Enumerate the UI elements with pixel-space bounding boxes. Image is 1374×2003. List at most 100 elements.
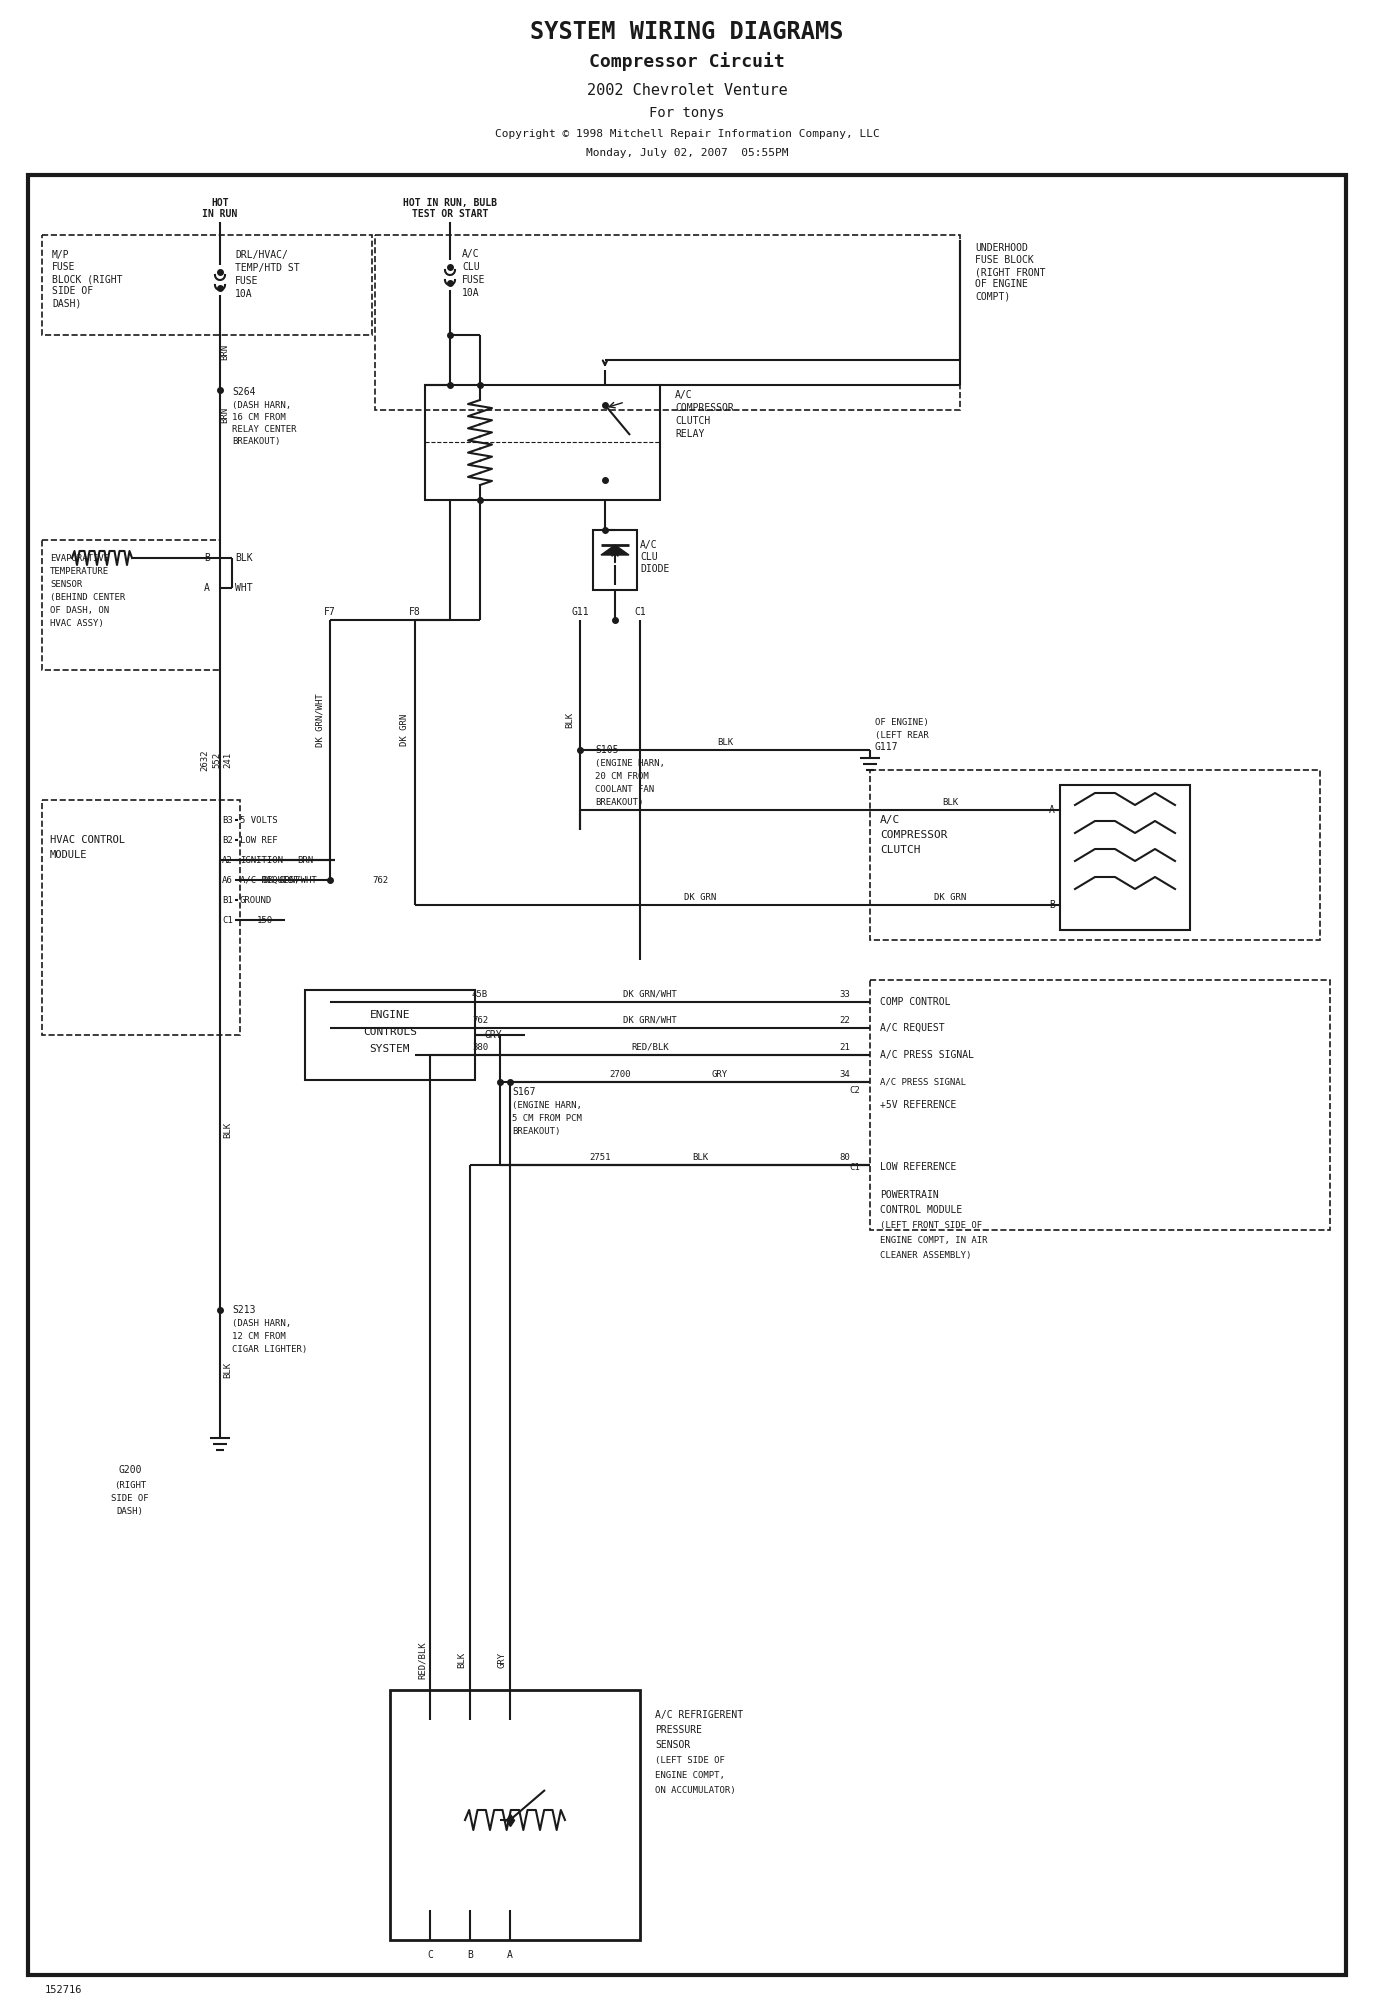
Text: OF DASH, ON: OF DASH, ON bbox=[49, 605, 109, 615]
Text: BREAKOUT): BREAKOUT) bbox=[232, 437, 280, 445]
Text: COMPRESSOR: COMPRESSOR bbox=[879, 829, 948, 839]
Text: DK GRN: DK GRN bbox=[684, 893, 716, 901]
Text: HOT IN RUN, BULB: HOT IN RUN, BULB bbox=[403, 198, 497, 208]
Text: C1: C1 bbox=[223, 915, 234, 925]
Text: (DASH HARN,: (DASH HARN, bbox=[232, 1318, 291, 1328]
Text: IGNITION: IGNITION bbox=[240, 855, 283, 865]
Text: FUSE: FUSE bbox=[235, 276, 258, 286]
Text: B: B bbox=[1050, 899, 1055, 909]
Text: TEST OR START: TEST OR START bbox=[412, 208, 488, 218]
Text: +5V REFERENCE: +5V REFERENCE bbox=[879, 1100, 956, 1110]
Text: (BEHIND CENTER: (BEHIND CENTER bbox=[49, 593, 125, 601]
Text: ENGINE: ENGINE bbox=[370, 1010, 411, 1020]
Text: FUSE: FUSE bbox=[462, 274, 485, 284]
Text: CLU: CLU bbox=[640, 553, 658, 563]
Text: BLK: BLK bbox=[717, 737, 734, 747]
Text: HVAC ASSY): HVAC ASSY) bbox=[49, 619, 104, 627]
Text: A/C PRESS SIGNAL: A/C PRESS SIGNAL bbox=[879, 1078, 966, 1086]
Text: For tonys: For tonys bbox=[650, 106, 724, 120]
Text: A6: A6 bbox=[223, 875, 234, 885]
Text: HOT: HOT bbox=[212, 198, 229, 208]
Text: Copyright © 1998 Mitchell Repair Information Company, LLC: Copyright © 1998 Mitchell Repair Informa… bbox=[495, 128, 879, 138]
Text: B: B bbox=[467, 1951, 473, 1961]
Text: A/C: A/C bbox=[675, 391, 692, 401]
Text: BLK: BLK bbox=[943, 797, 958, 807]
Text: IN RUN: IN RUN bbox=[202, 208, 238, 218]
Text: CIGAR LIGHTER): CIGAR LIGHTER) bbox=[232, 1344, 308, 1354]
Text: LOW REFERENCE: LOW REFERENCE bbox=[879, 1162, 956, 1172]
Text: DK GRN: DK GRN bbox=[934, 893, 966, 901]
Text: S213: S213 bbox=[232, 1306, 256, 1316]
Text: 22: 22 bbox=[840, 1016, 851, 1024]
Text: BREAKOUT): BREAKOUT) bbox=[595, 797, 643, 807]
Text: COMP CONTROL: COMP CONTROL bbox=[879, 997, 951, 1008]
Text: PRESSURE: PRESSURE bbox=[655, 1725, 702, 1735]
Bar bbox=[594, 531, 638, 591]
Text: G200: G200 bbox=[118, 1464, 142, 1474]
Text: A/C REQUEST: A/C REQUEST bbox=[879, 1024, 945, 1034]
Text: POWERTRAIN: POWERTRAIN bbox=[879, 1190, 938, 1200]
Text: SYSTEM WIRING DIAGRAMS: SYSTEM WIRING DIAGRAMS bbox=[530, 20, 844, 44]
Text: WHT: WHT bbox=[235, 583, 253, 593]
Text: B: B bbox=[205, 553, 210, 563]
Bar bbox=[870, 979, 1330, 1230]
Text: MODULE: MODULE bbox=[49, 849, 88, 859]
Text: 762: 762 bbox=[471, 1016, 488, 1024]
Text: DRL/HVAC/: DRL/HVAC/ bbox=[235, 250, 289, 260]
Text: B1: B1 bbox=[223, 895, 234, 905]
Text: FUSE: FUSE bbox=[52, 262, 76, 272]
Text: A/C: A/C bbox=[640, 541, 658, 551]
Text: FUSE BLOCK: FUSE BLOCK bbox=[976, 254, 1033, 264]
Text: RED/BLK: RED/BLK bbox=[631, 1042, 669, 1052]
Text: BRN: BRN bbox=[297, 855, 313, 865]
Text: A: A bbox=[205, 583, 210, 593]
Text: 34: 34 bbox=[840, 1070, 851, 1078]
Bar bbox=[390, 1691, 640, 1941]
Text: DK GRN/WHT: DK GRN/WHT bbox=[316, 693, 324, 747]
Text: 20 CM FROM: 20 CM FROM bbox=[595, 771, 649, 781]
Text: DK GRN: DK GRN bbox=[400, 713, 409, 747]
Text: DIODE: DIODE bbox=[640, 565, 669, 575]
Text: S167: S167 bbox=[513, 1088, 536, 1098]
Text: A/C REFRIGERENT: A/C REFRIGERENT bbox=[655, 1711, 743, 1721]
Text: TEMPERATURE: TEMPERATURE bbox=[49, 567, 109, 575]
Bar bbox=[305, 989, 475, 1080]
Bar bbox=[375, 234, 960, 411]
Text: CLUTCH: CLUTCH bbox=[879, 845, 921, 855]
Text: ENGINE COMPT, IN AIR: ENGINE COMPT, IN AIR bbox=[879, 1236, 988, 1244]
Text: RED/BLK: RED/BLK bbox=[418, 1640, 426, 1679]
Text: (RIGHT: (RIGHT bbox=[114, 1480, 146, 1490]
Text: A/C: A/C bbox=[879, 815, 900, 825]
Text: BRN: BRN bbox=[220, 345, 229, 361]
Text: SENSOR: SENSOR bbox=[49, 579, 82, 589]
Bar bbox=[1059, 785, 1190, 929]
Text: GRY: GRY bbox=[712, 1070, 728, 1078]
Text: S105: S105 bbox=[595, 745, 618, 755]
Text: A: A bbox=[507, 1951, 513, 1961]
Text: SYSTEM: SYSTEM bbox=[370, 1044, 411, 1054]
Text: A: A bbox=[1050, 805, 1055, 815]
Text: LOW REF: LOW REF bbox=[240, 835, 278, 845]
Bar bbox=[43, 541, 220, 669]
Text: DASH): DASH) bbox=[117, 1506, 143, 1516]
Text: 2751: 2751 bbox=[589, 1152, 611, 1162]
Text: 10A: 10A bbox=[235, 288, 253, 298]
Text: EVAPORATIVE: EVAPORATIVE bbox=[49, 553, 109, 563]
Text: BLK: BLK bbox=[692, 1152, 708, 1162]
Bar bbox=[43, 234, 372, 335]
Text: B2: B2 bbox=[223, 835, 234, 845]
Text: 12 CM FROM: 12 CM FROM bbox=[232, 1332, 286, 1340]
Text: BLK: BLK bbox=[224, 1122, 232, 1138]
Text: GRY: GRY bbox=[497, 1652, 507, 1668]
Text: GRY: GRY bbox=[485, 1030, 503, 1040]
Text: DK GRN/WHT: DK GRN/WHT bbox=[264, 875, 317, 885]
Text: BLK: BLK bbox=[235, 553, 253, 563]
Text: A2: A2 bbox=[223, 855, 234, 865]
Text: (ENGINE HARN,: (ENGINE HARN, bbox=[595, 759, 665, 767]
Text: C: C bbox=[427, 1951, 433, 1961]
Text: CLUTCH: CLUTCH bbox=[675, 417, 710, 427]
Text: 380: 380 bbox=[471, 1042, 488, 1052]
Text: (LEFT FRONT SIDE OF: (LEFT FRONT SIDE OF bbox=[879, 1220, 982, 1230]
Text: DASH): DASH) bbox=[52, 298, 81, 308]
Text: 5 VOLTS: 5 VOLTS bbox=[240, 815, 278, 825]
